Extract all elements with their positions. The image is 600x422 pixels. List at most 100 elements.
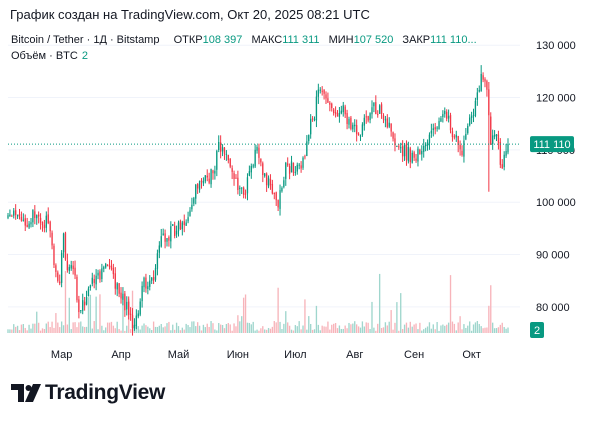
candle-body [166, 238, 168, 242]
volume-bar [139, 329, 141, 333]
candle-body [9, 214, 11, 217]
volume-bar [66, 324, 69, 333]
candle-body [87, 288, 90, 296]
candle-body [227, 154, 229, 161]
candle-body [281, 187, 283, 192]
candle-body [444, 111, 446, 115]
candle-body [265, 173, 268, 186]
volume-bar [495, 328, 498, 333]
volume-bar [187, 325, 189, 333]
candle-body [308, 135, 310, 141]
volume-bar [300, 329, 302, 333]
candle-body [327, 98, 329, 103]
volume-bar [185, 323, 187, 333]
volume-bar [246, 322, 249, 333]
x-tick-label: Июл [284, 349, 306, 361]
candle-body [490, 116, 492, 145]
candle-body [143, 277, 145, 288]
candle-body [244, 193, 247, 195]
candle-body [124, 293, 126, 311]
price-badges: 111 110 2 [530, 136, 574, 338]
volume-bar [302, 325, 304, 333]
volume-badge [530, 322, 544, 338]
volume-bar [206, 323, 208, 333]
volume-bar [151, 330, 153, 333]
x-tick-label: Авг [346, 349, 363, 361]
candle-body [334, 112, 337, 114]
candle-body [149, 280, 151, 287]
volume-bar [122, 296, 124, 333]
candle-body [83, 301, 86, 306]
volume-bar [294, 325, 297, 333]
volume-bar [105, 327, 107, 333]
volume-bar [200, 330, 203, 333]
volume-bar [472, 324, 475, 333]
candle-body [346, 113, 348, 124]
candle-body [323, 90, 325, 94]
volume-bar [434, 329, 436, 333]
chart-header: График создан на TradingView.com, Окт 20… [10, 7, 370, 22]
y-tick-label: 80 000 [536, 302, 570, 314]
volume-bar [189, 327, 191, 333]
volume-bar [191, 321, 193, 333]
volume-bar [241, 316, 243, 333]
candle-body [30, 222, 32, 225]
volume-bar [398, 330, 400, 333]
volume-bar [143, 323, 145, 333]
candle-body [495, 134, 498, 136]
volume-bar [442, 324, 444, 333]
volume-bar [158, 325, 161, 333]
volume-bar [195, 326, 197, 333]
volume-bar [244, 294, 247, 333]
candle-body [262, 163, 264, 175]
candle-body [288, 166, 291, 174]
candle-body [74, 267, 76, 276]
candle-body [202, 181, 205, 184]
candle-body [459, 144, 461, 150]
candle-body [204, 175, 206, 182]
candle-body [463, 140, 465, 157]
candle-body [461, 150, 463, 156]
volume-bar [59, 327, 61, 333]
candle-body [198, 181, 201, 190]
volume-bar [290, 329, 293, 333]
low-label: МИН [328, 34, 354, 46]
volume-bar [392, 329, 394, 333]
candle-body [118, 283, 120, 294]
candle-body [112, 267, 115, 275]
high-label: МАКС [251, 34, 283, 46]
volume-bar [411, 326, 413, 333]
close-value: 111 110... [430, 34, 477, 46]
volume-bar [126, 325, 128, 333]
candle-body [279, 190, 281, 209]
volume-bar [137, 326, 139, 333]
candle-body [218, 142, 220, 150]
candle-body [380, 104, 383, 115]
volume-bar [166, 323, 168, 333]
volume-bar [36, 311, 38, 333]
candle-body [128, 301, 130, 315]
candle-body [292, 162, 295, 173]
volume-bar [218, 323, 220, 333]
tradingview-logo[interactable]: TradingView [11, 381, 165, 405]
volume-bar [177, 326, 180, 333]
candle-body [492, 135, 494, 144]
candle-body [18, 214, 21, 217]
candle-body [285, 162, 287, 179]
candle-body [7, 215, 9, 218]
volume-bar [325, 326, 327, 333]
volume-bar [164, 326, 166, 333]
candle-body [277, 200, 279, 208]
candle-body [449, 115, 452, 131]
volume-bar [377, 323, 379, 333]
volume-bar [24, 327, 26, 333]
candle-body [154, 268, 157, 280]
volume-bar [446, 324, 448, 333]
volume-bar [216, 330, 218, 333]
volume-bar [95, 296, 97, 333]
volume-bar [482, 328, 484, 333]
candle-body [375, 102, 377, 115]
candle-body [430, 130, 433, 134]
candle-body [177, 222, 180, 232]
